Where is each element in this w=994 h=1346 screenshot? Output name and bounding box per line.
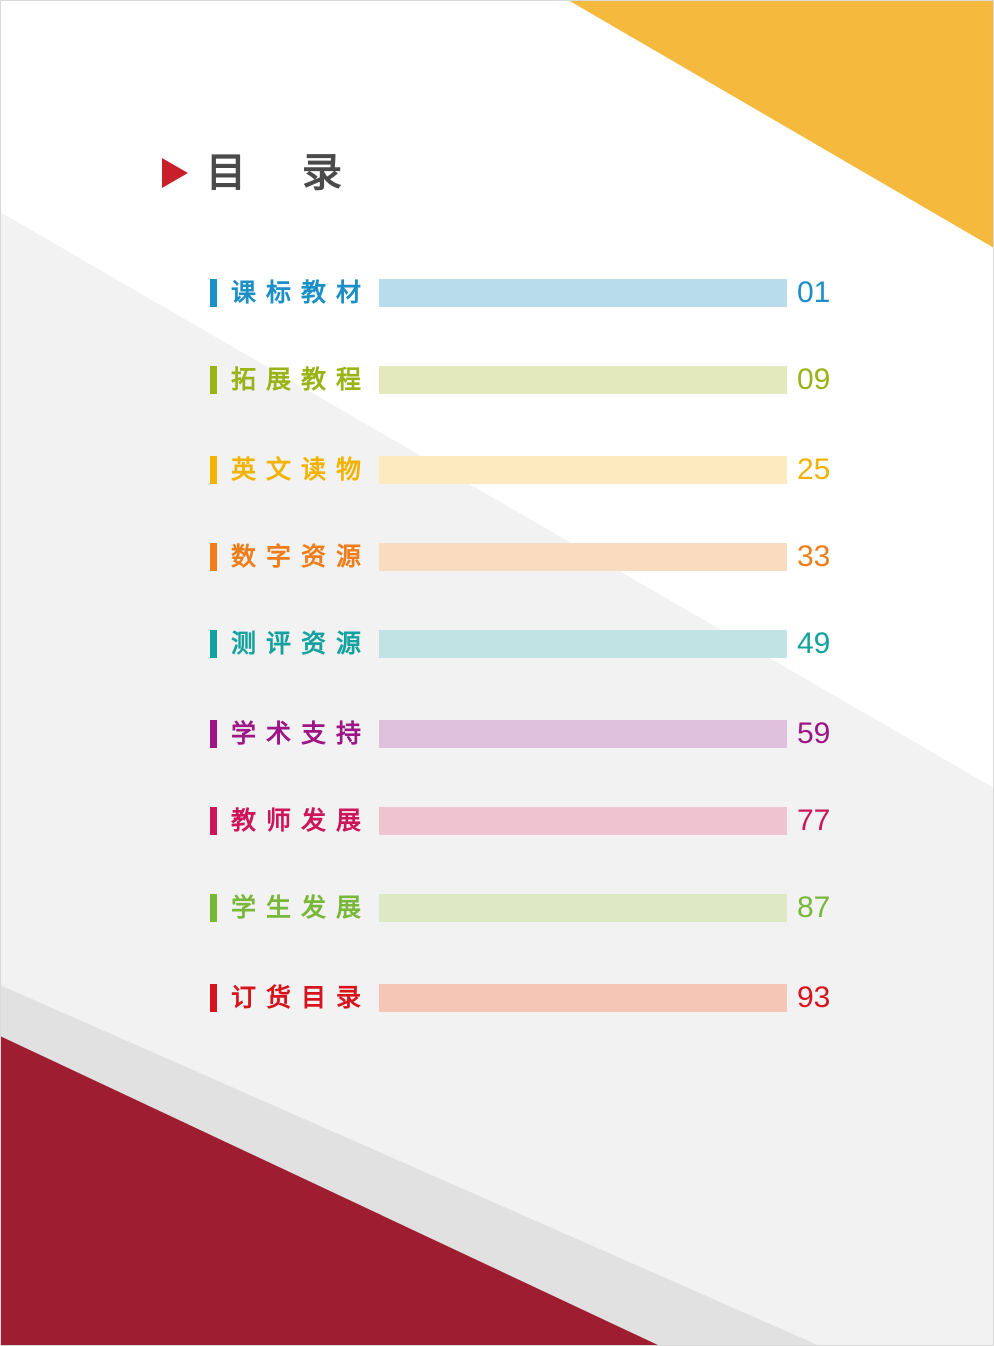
- entry-page-number: 25: [797, 453, 831, 486]
- entry-page-number: 49: [797, 627, 831, 660]
- entry-marker: [210, 720, 217, 748]
- toc-entry[interactable]: 测评资源 49: [210, 624, 850, 664]
- entry-bar: [379, 630, 787, 658]
- entry-page-number: 01: [797, 276, 831, 309]
- toc-entry[interactable]: 学生发展 87: [210, 888, 850, 928]
- play-arrow-icon: [162, 158, 188, 188]
- entry-label: 拓展教程: [231, 365, 372, 394]
- entry-label: 学生发展: [231, 893, 372, 922]
- entry-marker: [210, 543, 217, 571]
- page-title: 目录: [206, 150, 398, 196]
- entry-marker: [210, 366, 217, 394]
- toc-entry[interactable]: 课标教材 01: [210, 273, 850, 313]
- entry-marker: [210, 630, 217, 658]
- entry-marker: [210, 279, 217, 307]
- entry-label: 数字资源: [231, 542, 372, 571]
- toc-heading: 目录: [162, 148, 398, 198]
- entry-page-number: 77: [797, 804, 831, 837]
- yellow-corner-triangle: [568, 0, 994, 248]
- red-corner-triangle: [0, 1036, 660, 1346]
- entry-label: 测评资源: [231, 629, 372, 658]
- entry-marker: [210, 984, 217, 1012]
- entry-page-number: 93: [797, 981, 831, 1014]
- entry-bar: [379, 807, 787, 835]
- entry-marker: [210, 894, 217, 922]
- entry-marker: [210, 456, 217, 484]
- entry-label: 课标教材: [231, 278, 372, 307]
- light-gray-band: [0, 212, 994, 1346]
- toc-entry[interactable]: 订货目录 93: [210, 978, 850, 1018]
- entry-label: 学术支持: [231, 719, 372, 748]
- entry-label: 教师发展: [231, 806, 372, 835]
- toc-entry[interactable]: 教师发展 77: [210, 801, 850, 841]
- entry-bar: [379, 894, 787, 922]
- entry-marker: [210, 807, 217, 835]
- entry-bar: [379, 720, 787, 748]
- entry-bar: [379, 984, 787, 1012]
- entry-label: 订货目录: [231, 983, 372, 1012]
- entry-page-number: 33: [797, 540, 831, 573]
- entry-bar: [379, 456, 787, 484]
- toc-entry[interactable]: 英文读物 25: [210, 450, 850, 490]
- toc-entry[interactable]: 学术支持 59: [210, 714, 850, 754]
- toc-entry[interactable]: 数字资源 33: [210, 537, 850, 577]
- entry-page-number: 87: [797, 891, 831, 924]
- entry-bar: [379, 543, 787, 571]
- entry-page-number: 09: [797, 363, 831, 396]
- toc-entry[interactable]: 拓展教程 09: [210, 360, 850, 400]
- entry-label: 英文读物: [231, 455, 372, 484]
- entry-page-number: 59: [797, 717, 831, 750]
- entry-bar: [379, 366, 787, 394]
- entry-bar: [379, 279, 787, 307]
